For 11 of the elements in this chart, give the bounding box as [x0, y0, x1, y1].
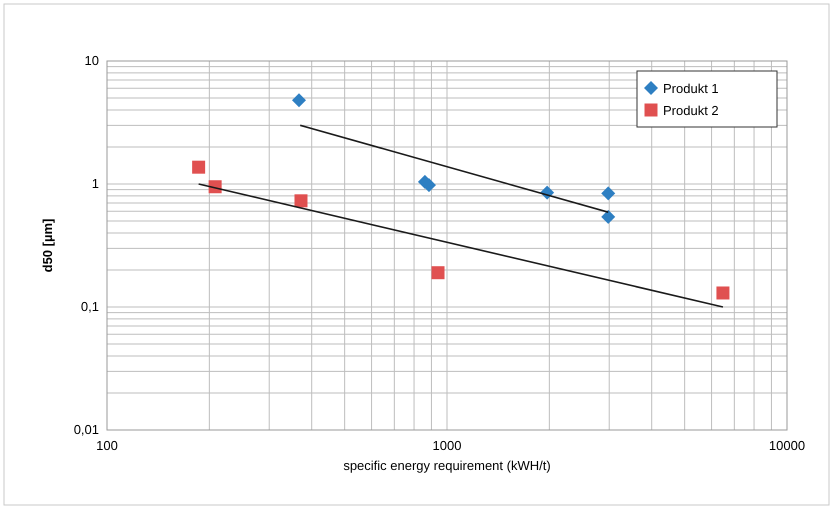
y-tick-label: 1	[92, 176, 99, 191]
x-tick-label: 10000	[768, 438, 806, 453]
y-tick-label: 0,01	[74, 422, 99, 437]
legend-label: Produkt 1	[663, 81, 719, 96]
x-axis-title: specific energy requirement (kWH/t)	[343, 458, 551, 473]
x-tick-label: 100	[96, 438, 118, 453]
y-axis-title: d50 [µm]	[40, 218, 55, 272]
y-tick-label: 0,1	[80, 299, 99, 314]
legend-label: Produkt 2	[663, 103, 719, 118]
y-tick-label: 10	[84, 53, 99, 68]
x-tick-label: 1000	[432, 438, 462, 453]
